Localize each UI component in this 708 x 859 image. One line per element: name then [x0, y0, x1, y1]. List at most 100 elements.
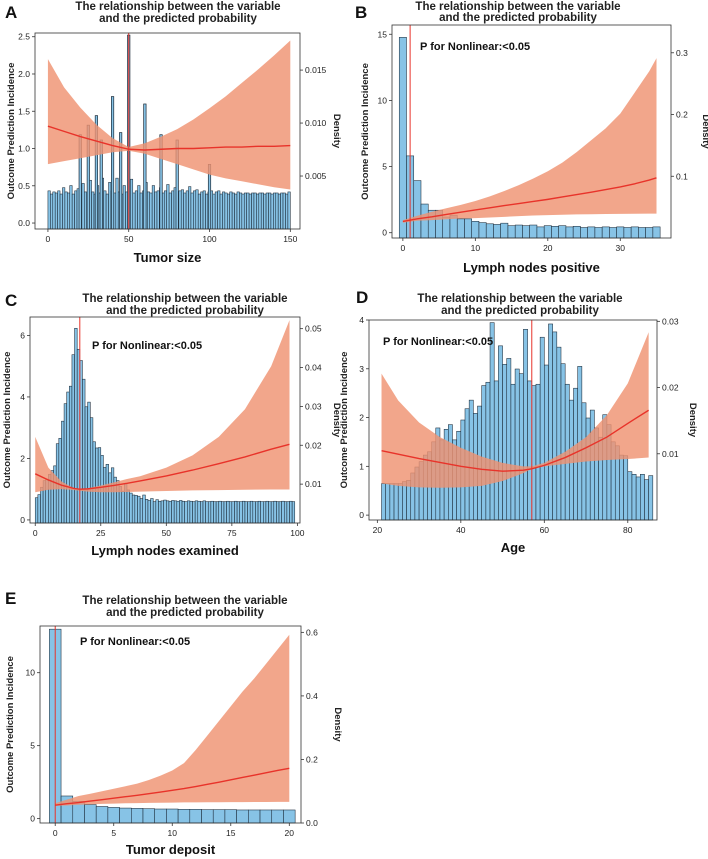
chart-title-line1: The relationship between the variable	[82, 595, 287, 607]
histogram-bar	[147, 191, 150, 230]
histogram-bar	[115, 177, 119, 230]
y-tick-label: 1.5	[18, 106, 30, 116]
histogram-bar	[110, 467, 115, 524]
histogram-bar	[163, 190, 167, 230]
histogram-bar	[212, 809, 226, 824]
histogram-bar	[131, 808, 144, 824]
confidence-band	[55, 634, 290, 806]
histogram-bar	[137, 185, 141, 230]
x-tick-label: 30	[616, 243, 626, 253]
y-tick-label: 3	[359, 364, 364, 374]
histogram-bar	[154, 191, 158, 230]
x-axis-label: Tumor size	[134, 250, 202, 265]
histogram-bar	[551, 225, 559, 239]
histogram-bar	[518, 373, 524, 521]
plot-frame	[34, 32, 301, 230]
y2-tick-label: 0.010	[305, 118, 327, 128]
histogram-bar	[183, 192, 187, 230]
histogram-bar	[166, 808, 179, 824]
fitted-curve	[55, 767, 290, 806]
histogram-bar	[259, 809, 273, 824]
histogram-bar	[243, 192, 247, 230]
histogram-bar	[185, 190, 189, 230]
histogram-bar	[228, 501, 233, 524]
y-tick-label: 4	[359, 315, 364, 325]
histogram-bar	[181, 500, 185, 524]
histogram-bar	[215, 501, 220, 524]
histogram-bar	[291, 501, 296, 524]
x-tick-label: 20	[543, 243, 553, 253]
y2-tick-label: 0.005	[305, 171, 327, 181]
histogram-bar	[273, 192, 277, 230]
histogram-bar	[154, 808, 167, 824]
histogram-bar	[47, 190, 51, 230]
y2-tick-label: 0.03	[305, 401, 322, 411]
histogram-bar	[456, 218, 465, 239]
y2-tick-label: 0.04	[305, 363, 322, 373]
histogram-bar	[202, 190, 206, 230]
histogram-bar	[531, 385, 537, 521]
histogram-bar	[219, 193, 223, 230]
panel-c: C The relationship between the variablean…	[2, 291, 342, 558]
histogram-bar	[166, 500, 170, 524]
histogram-bar	[635, 476, 641, 521]
histogram-bar	[129, 492, 133, 524]
plot-frame	[391, 24, 672, 239]
histogram-bar	[485, 381, 491, 521]
nonlinear-p-annotation: P for Nonlinear:<0.05	[80, 636, 190, 648]
histogram-bar	[74, 190, 78, 230]
histogram-bar	[393, 483, 399, 521]
y2-tick-label: 0.02	[662, 383, 679, 393]
histogram-bar	[71, 193, 75, 230]
histogram-bar	[173, 500, 178, 524]
y-tick-label: 5	[30, 741, 35, 751]
x-tick-label: 5	[111, 828, 116, 838]
histogram-bar	[242, 500, 246, 524]
y-tick-label: 6	[20, 330, 25, 340]
histogram-bar	[270, 193, 274, 230]
histogram-bar	[514, 224, 523, 239]
histogram-bar	[184, 501, 188, 524]
confidence-band	[381, 332, 649, 488]
panel-letter: C	[5, 291, 17, 310]
histogram-bar	[176, 500, 180, 524]
panel-letter: D	[356, 288, 368, 307]
x-tick-label: 100	[202, 234, 216, 244]
histogram-bar	[398, 37, 407, 239]
histogram-bar	[62, 187, 66, 230]
histogram-bar	[277, 193, 281, 230]
histogram-bar	[275, 192, 279, 230]
histogram-bar	[95, 447, 99, 524]
histogram-bar	[481, 385, 487, 521]
histogram-bar	[280, 192, 284, 230]
chart-title-line2: and the predicted probability	[106, 305, 264, 317]
histogram-bar	[493, 380, 499, 521]
panel-d: D The relationship between the variablean…	[339, 288, 698, 555]
histogram-bar	[200, 501, 204, 524]
y2-tick-label: 0.03	[662, 316, 679, 326]
histogram-bar	[108, 472, 112, 524]
histogram-bar	[34, 497, 39, 524]
x-tick-label: 80	[623, 525, 633, 535]
histogram-bar	[623, 227, 632, 239]
histogram-bar	[107, 807, 120, 824]
histogram-bar	[241, 193, 245, 230]
histogram-bar	[189, 500, 193, 524]
histogram-bar	[548, 323, 553, 521]
x-tick-label: 60	[540, 525, 550, 535]
histogram-bar	[385, 483, 391, 521]
histogram-bar	[130, 178, 134, 230]
histogram-bar	[273, 500, 277, 524]
panel-b: B The relationship between the variablean…	[355, 1, 708, 275]
y2-axis-label: Density	[332, 707, 343, 742]
histogram-bar	[268, 501, 272, 524]
histogram-bar	[95, 806, 109, 824]
chart-title-line2: and the predicted probability	[439, 12, 597, 24]
y2-tick-label: 0.3	[676, 48, 688, 58]
histogram-bar	[132, 192, 136, 230]
histogram-bar	[131, 494, 136, 524]
histogram-bar	[527, 380, 533, 521]
histogram-bar	[265, 500, 269, 524]
histogram-bar	[91, 191, 95, 230]
histogram-bar	[194, 500, 199, 524]
